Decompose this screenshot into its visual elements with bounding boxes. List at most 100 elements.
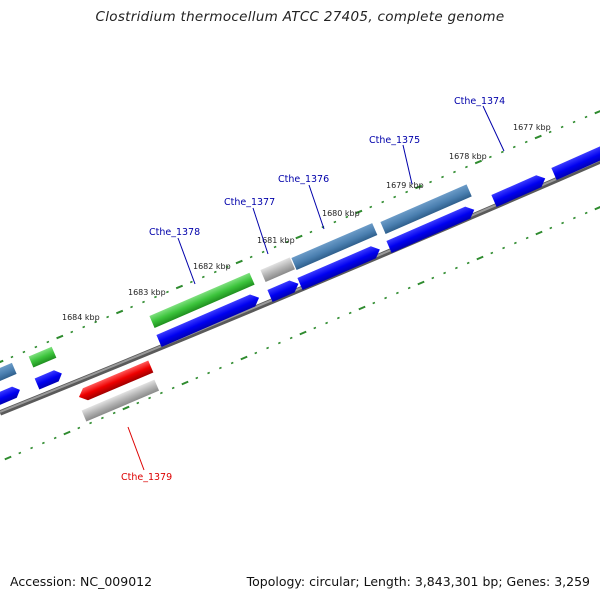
minor-tick	[441, 175, 444, 179]
major-tick	[417, 280, 425, 286]
cds-arrow	[267, 280, 299, 302]
cds-arrow	[491, 175, 546, 207]
major-tick	[474, 159, 483, 165]
minor-tick	[154, 295, 157, 299]
minor-tick	[41, 441, 45, 445]
minor-tick	[130, 305, 133, 309]
minor-tick	[189, 280, 193, 284]
major-tick	[4, 455, 12, 461]
minor-tick	[166, 290, 169, 294]
cds-arrow	[551, 143, 600, 180]
minor-tick	[524, 140, 528, 144]
major-tick	[235, 259, 243, 265]
minor-tick	[453, 170, 456, 174]
minor-tick	[207, 371, 211, 375]
minor-tick	[277, 341, 281, 345]
minor-tick	[393, 195, 397, 199]
minor-tick	[70, 330, 74, 334]
cds-strand	[0, 143, 600, 406]
minor-tick	[313, 326, 317, 330]
major-tick	[535, 230, 543, 236]
minor-tick	[549, 226, 553, 230]
minor-tick	[18, 451, 22, 455]
minor-tick	[273, 245, 277, 249]
gene-feature-cthe-1379	[79, 360, 154, 401]
minor-tick	[584, 115, 588, 119]
gene-feature	[28, 346, 57, 368]
map-title: Clostridium thermocellum ATCC 27405, com…	[95, 9, 505, 25]
minor-tick	[405, 190, 409, 194]
minor-tick	[230, 361, 234, 365]
minor-tick	[502, 246, 506, 250]
minor-tick	[254, 351, 258, 355]
minor-tick	[561, 221, 565, 225]
cds-arrow	[386, 206, 475, 253]
minor-tick	[30, 446, 34, 450]
minor-tick	[490, 251, 494, 255]
minor-tick	[266, 346, 270, 350]
minor-tick	[249, 255, 253, 259]
gene-feature-cthe-1375	[380, 184, 472, 234]
minor-tick	[488, 155, 492, 159]
genome-summary: Topology: circular; Length: 3,843,301 bp…	[246, 574, 590, 589]
minor-tick	[22, 350, 26, 354]
minor-tick	[218, 366, 222, 370]
minor-tick	[82, 325, 86, 329]
accession-label: Accession: NC_009012	[10, 574, 153, 589]
minor-tick	[112, 411, 116, 415]
major-tick	[594, 206, 600, 211]
minor-tick	[500, 150, 504, 154]
tick-label-1681: 1681 kbp	[257, 236, 295, 245]
tick-label-1680: 1680 kbp	[322, 209, 360, 218]
reverse-strand-genes	[79, 360, 160, 422]
tick-label-1682: 1682 kbp	[193, 262, 231, 271]
inner-tick-ring	[4, 206, 600, 461]
minor-tick	[106, 315, 110, 319]
minor-tick	[309, 230, 313, 234]
minor-tick	[142, 300, 145, 304]
minor-tick	[10, 355, 14, 359]
major-tick	[299, 330, 307, 336]
tick-label-1677: 1677 kbp	[513, 123, 551, 132]
gene-label-cthe-1378: Cthe_1378	[149, 227, 200, 238]
minor-tick	[225, 265, 229, 269]
gene-label-cthe-1374: Cthe_1374	[454, 96, 505, 107]
minor-tick	[336, 316, 340, 320]
cds-arrow	[156, 294, 260, 347]
gene-feature-cthe-1378	[149, 272, 255, 328]
minor-tick	[431, 276, 435, 280]
minor-tick	[465, 165, 468, 169]
tick-label-1683: 1683 kbp	[128, 288, 166, 297]
minor-tick	[325, 321, 329, 325]
tick-label-1679: 1679 kbp	[386, 181, 424, 190]
minor-tick	[572, 120, 576, 124]
minor-tick	[348, 311, 352, 315]
gene-label-cthe-1376: Cthe_1376	[278, 174, 329, 185]
tick-labels: 1677 kbp 1678 kbp 1679 kbp 1680 kbp 1681…	[62, 123, 551, 322]
minor-tick	[53, 436, 57, 440]
minor-tick	[46, 340, 50, 344]
minor-tick	[548, 130, 552, 134]
minor-tick	[384, 296, 388, 300]
minor-tick	[395, 291, 399, 295]
major-tick	[175, 284, 184, 290]
forward-strand-genes	[0, 184, 472, 383]
minor-tick	[261, 250, 265, 254]
minor-tick	[429, 180, 432, 184]
major-tick	[414, 184, 423, 190]
gene-feature-cthe-1377	[260, 257, 295, 282]
gene-feature-cthe-1376	[291, 223, 378, 270]
major-tick	[240, 355, 248, 361]
minor-tick	[100, 416, 104, 420]
major-tick	[56, 334, 64, 340]
major-tick	[181, 380, 189, 386]
label-leaders	[127, 105, 505, 471]
minor-tick	[159, 391, 163, 395]
minor-tick	[345, 215, 349, 219]
gene-feature	[0, 362, 17, 383]
major-tick	[534, 134, 542, 140]
minor-tick	[584, 211, 588, 215]
minor-tick	[512, 145, 516, 149]
major-tick	[594, 110, 600, 115]
